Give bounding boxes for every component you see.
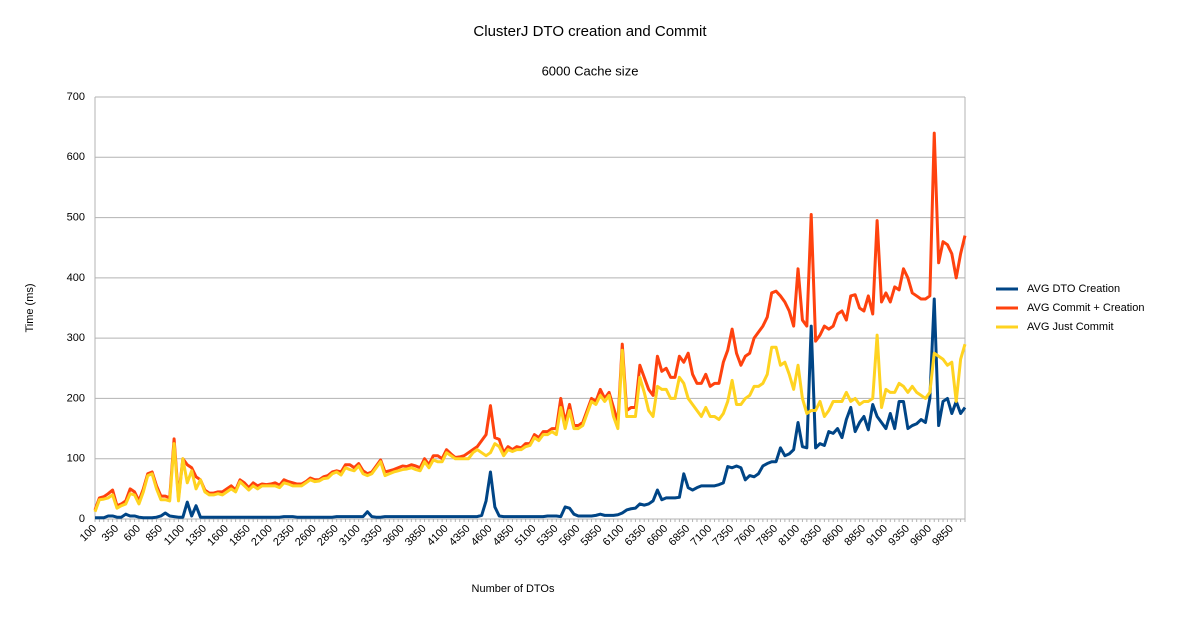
series-line <box>93 333 967 513</box>
legend-label: AVG DTO Creation <box>1027 283 1120 295</box>
legend-label: AVG Commit + Creation <box>1027 302 1144 314</box>
chart-subtitle: 6000 Cache size <box>542 63 639 78</box>
y-tick-label: 300 <box>67 332 85 344</box>
y-tick-label: 0 <box>79 513 85 525</box>
y-tick-label: 700 <box>67 91 85 103</box>
y-tick-label: 400 <box>67 272 85 284</box>
chart-title: ClusterJ DTO creation and Commit <box>473 23 707 40</box>
y-tick-label: 200 <box>67 392 85 404</box>
x-axis-label: Number of DTOs <box>472 583 555 595</box>
y-axis-label: Time (ms) <box>24 283 36 332</box>
y-tick-label: 600 <box>67 151 85 163</box>
y-tick-label: 100 <box>67 453 85 465</box>
series-line <box>95 297 967 520</box>
y-tick-label: 500 <box>67 211 85 223</box>
legend-label: AVG Just Commit <box>1027 321 1114 333</box>
